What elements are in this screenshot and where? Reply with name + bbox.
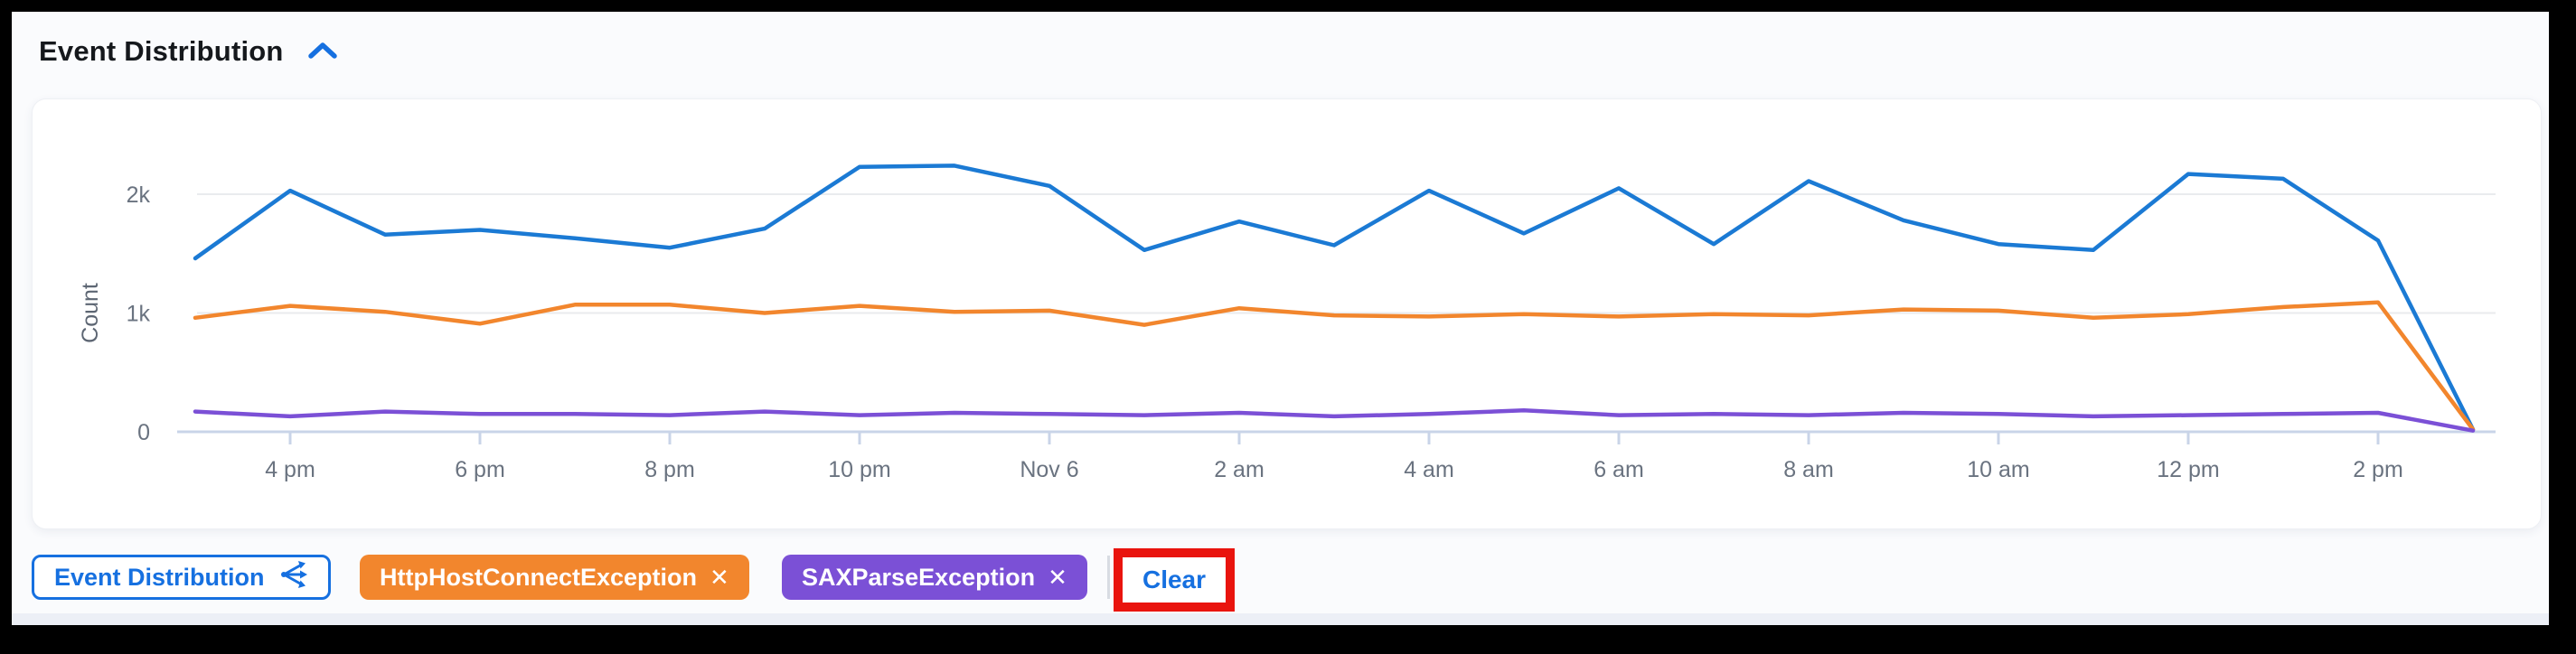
remove-filter-icon[interactable]: ✕ — [1048, 564, 1067, 591]
x-tick-label: 8 pm — [644, 457, 695, 482]
filter-chip-httphostconnectexception[interactable]: HttpHostConnectException ✕ — [360, 555, 749, 600]
series-line-blue-series — [193, 164, 2476, 432]
share-icon — [279, 560, 308, 595]
chart-source-chip-label: Event Distribution — [54, 563, 265, 591]
clear-filters-button[interactable]: Clear — [1137, 565, 1211, 595]
series-line-SAXParseException — [193, 408, 2476, 433]
vertical-divider — [1107, 556, 1110, 599]
chevron-up-icon — [307, 41, 338, 63]
y-tick-label: 0 — [137, 420, 150, 445]
event-distribution-chart-card: 0 1k 2k Count 4 pm 6 pm 8 pm 10 pm Nov 6 2 am 4 am… — [32, 98, 2542, 529]
annotation-highlight-box: Clear — [1114, 548, 1235, 612]
filter-chip-label: HttpHostConnectException — [380, 563, 697, 591]
x-tick-label: 4 am — [1404, 457, 1454, 482]
x-tick-label: 12 pm — [2157, 457, 2219, 482]
filter-chip-saxparseexception[interactable]: SAXParseException ✕ — [782, 555, 1087, 600]
page-title: Event Distribution — [39, 35, 284, 67]
x-tick-label: Nov 6 — [1020, 457, 1078, 482]
x-tick-label: 2 pm — [2353, 457, 2403, 482]
x-tick-label: 6 am — [1594, 457, 1644, 482]
x-tick-label: 2 am — [1214, 457, 1264, 482]
x-tick-label: 4 pm — [265, 457, 315, 482]
page: Event Distribution 0 1k 2k Count 4 pm 6 pm 8 p… — [12, 12, 2549, 625]
chart-source-chip[interactable]: Event Distribution — [32, 555, 331, 600]
collapse-section-button[interactable] — [304, 37, 342, 67]
filter-bar: Event Distribution — [12, 548, 2549, 612]
y-tick-label: 1k — [127, 302, 151, 327]
filter-chip-label: SAXParseException — [802, 563, 1036, 591]
series-line-HttpHostConnectException — [193, 300, 2476, 432]
bottom-edge-strip — [12, 613, 2549, 625]
x-tick-label: 8 am — [1783, 457, 1834, 482]
section-header: Event Distribution — [39, 35, 342, 68]
x-tick-label: 10 pm — [828, 457, 890, 482]
remove-filter-icon[interactable]: ✕ — [710, 564, 729, 591]
y-tick-label: 2k — [127, 182, 151, 208]
x-tick-label: 6 pm — [455, 457, 505, 482]
x-tick-label: 10 am — [1967, 457, 2029, 482]
chart-svg: 0 1k 2k Count 4 pm 6 pm 8 pm 10 pm Nov 6 2 am 4 am… — [78, 164, 2496, 482]
y-axis-title: Count — [78, 283, 103, 343]
